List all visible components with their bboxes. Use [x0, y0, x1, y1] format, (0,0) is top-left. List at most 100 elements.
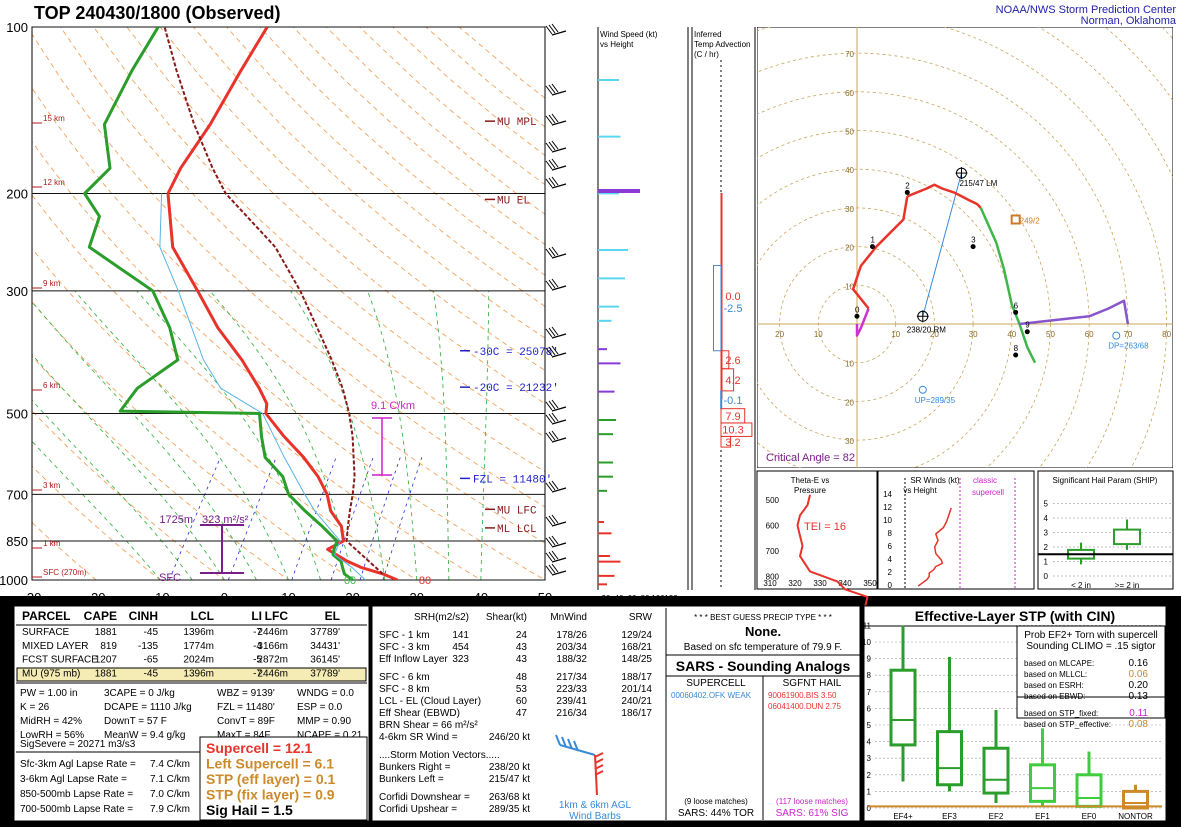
kinematic-cell: 186/17: [621, 708, 652, 719]
kinematic-cell: 48: [516, 672, 528, 683]
wind-barb-flag: [545, 537, 553, 547]
stp-legend-value: 0.06: [1129, 669, 1149, 680]
ship-box: [1113, 528, 1141, 546]
moist-adiabat: [32, 353, 225, 580]
mixing-ratio-line: [168, 457, 221, 580]
pressure-label: 850: [6, 534, 28, 549]
sr-frame: [877, 470, 1035, 590]
motion-label: Corfidi Upshear =: [379, 804, 457, 815]
hodo-x-label: 10: [891, 330, 900, 339]
composite-param: Sig Hail = 1.5: [206, 802, 293, 818]
temp-adv-label: 0.0: [725, 291, 740, 303]
kinematic-cell: 60: [516, 696, 528, 707]
parcel-cell: -4: [253, 641, 262, 652]
parcel-cell: MU (975 mb): [22, 668, 80, 679]
wind-barb-staff: [551, 333, 567, 339]
hodo-height-label: 9: [1025, 321, 1030, 330]
kinematic-row-label: Eff Shear (EBWD): [379, 708, 460, 719]
temp-adv-segment: [713, 265, 722, 352]
hodo-x-label: 30: [969, 330, 978, 339]
hodo-height-label: 0: [855, 305, 860, 314]
hodo-ring-label: 70: [845, 50, 854, 59]
skewt-series: [83, 27, 399, 580]
dry-adiabat: [32, 194, 482, 580]
temp-tick-label: -20: [87, 590, 106, 605]
parcel-cell: 1396m: [183, 668, 214, 679]
barb-6km-flag: [594, 758, 604, 764]
sr-y-tick: 4: [888, 555, 893, 564]
composite-box: [199, 736, 368, 821]
parcel-cell: 37789': [310, 627, 340, 638]
temp-adv-subtitle: Temp Advection: [694, 40, 750, 49]
dewpoint-trace: [83, 27, 354, 580]
theta-label: 60: [344, 575, 356, 587]
theta-e-x-tick: 310: [763, 579, 777, 588]
pressure-label: 1000: [0, 573, 28, 588]
lapse-rate-value: 7.4 C/km: [150, 759, 190, 770]
wind-barb-flag: [548, 141, 556, 151]
theta-e-title: Theta-E vs: [791, 476, 830, 485]
wetbulb-trace: [159, 193, 366, 580]
hodo-height-label: 3: [971, 236, 976, 245]
parcel-cell: -5: [253, 655, 262, 666]
temp-tick-label: -30: [23, 590, 42, 605]
kinematic-header: Shear(kt): [486, 612, 527, 623]
sr-wind-label: 4-6km SR Wind =: [379, 732, 458, 743]
stp-box: [1029, 763, 1056, 803]
wind-barb-flag: [545, 85, 553, 95]
stp-legend-subtitle: Sounding CLIMO = .15 sigtor: [1026, 641, 1156, 652]
thermo-param: MMP = 0.90: [297, 716, 351, 727]
stp-y-tick: 2: [867, 771, 872, 780]
stp-category: NONTOR: [1118, 812, 1153, 821]
wind-barb-flag: [548, 114, 556, 124]
theta-e-y-tick: 900: [766, 598, 780, 607]
tei-label: TEI = 16: [804, 521, 846, 533]
temp-adv-label: -0.1: [724, 395, 743, 407]
lapse-rate-label: 3-6km Agl Lapse Rate =: [20, 774, 127, 785]
theta-e-x-tick: 340: [838, 579, 852, 588]
stp-legend-value: 0.16: [1129, 658, 1149, 669]
stp-box: [889, 668, 917, 747]
hodo-trace: [851, 196, 909, 310]
stp-legend-label: based on ESRH:: [1024, 681, 1084, 690]
parcel-cell: 819: [100, 641, 117, 652]
wind-barb-flag: [551, 140, 559, 150]
parcel-cell: 2446m: [257, 668, 288, 679]
wind-speed-tick: 120: [664, 594, 678, 603]
mean-wind-marker: [1010, 214, 1021, 225]
sr-y-tick: 6: [888, 542, 893, 551]
motion-label: Corfidi Downshear =: [379, 792, 470, 803]
lapse-rate-label: 700-500mb Lapse Rate =: [20, 804, 133, 815]
theta-e-trace: [796, 494, 869, 608]
height-label: SFC (270m): [43, 568, 87, 577]
dry-adiabat: [32, 355, 290, 580]
composite-param: Supercell = 12.1: [206, 740, 312, 756]
motion-value: 263/68 kt: [489, 792, 530, 803]
brn-shear: BRN Shear = 66 m²/s²: [379, 720, 478, 731]
barb-caption: Wind Barbs: [569, 811, 621, 822]
stp-legend-title: Prob EF2+ Torn with supercell: [1024, 630, 1158, 641]
temp-tick-label: 20: [345, 590, 359, 605]
thermo-param: ConvT = 89F: [217, 716, 275, 727]
kinematic-cell: 43: [516, 654, 528, 665]
height-label: 9 km: [43, 279, 61, 288]
eff-inflow-top-label: 1725m: [159, 514, 193, 526]
kinematic-cell: 178/26: [556, 630, 587, 641]
lapse-rate-value: 7.1 C/km: [150, 774, 190, 785]
hail-analog: 06041400.DUN 2.75: [768, 702, 841, 711]
stp-y-tick: 10: [862, 638, 871, 647]
kinematic-cell: 168/21: [621, 642, 652, 653]
theta-e-y-tick: 600: [766, 522, 780, 531]
wind-barb-flag: [548, 177, 556, 187]
hodo-trace: [855, 308, 870, 337]
wind-barb-staff: [551, 120, 567, 126]
pressure-label: 200: [6, 186, 28, 201]
analogs-col2: SGFNT HAIL: [783, 678, 842, 689]
hail-result: SARS: 61% SIG: [776, 808, 849, 819]
sr-vector: [922, 172, 962, 317]
height-label: 12 km: [43, 178, 65, 187]
temp-adv-title: Inferred: [694, 30, 722, 39]
dry-adiabat: [60, 27, 545, 473]
